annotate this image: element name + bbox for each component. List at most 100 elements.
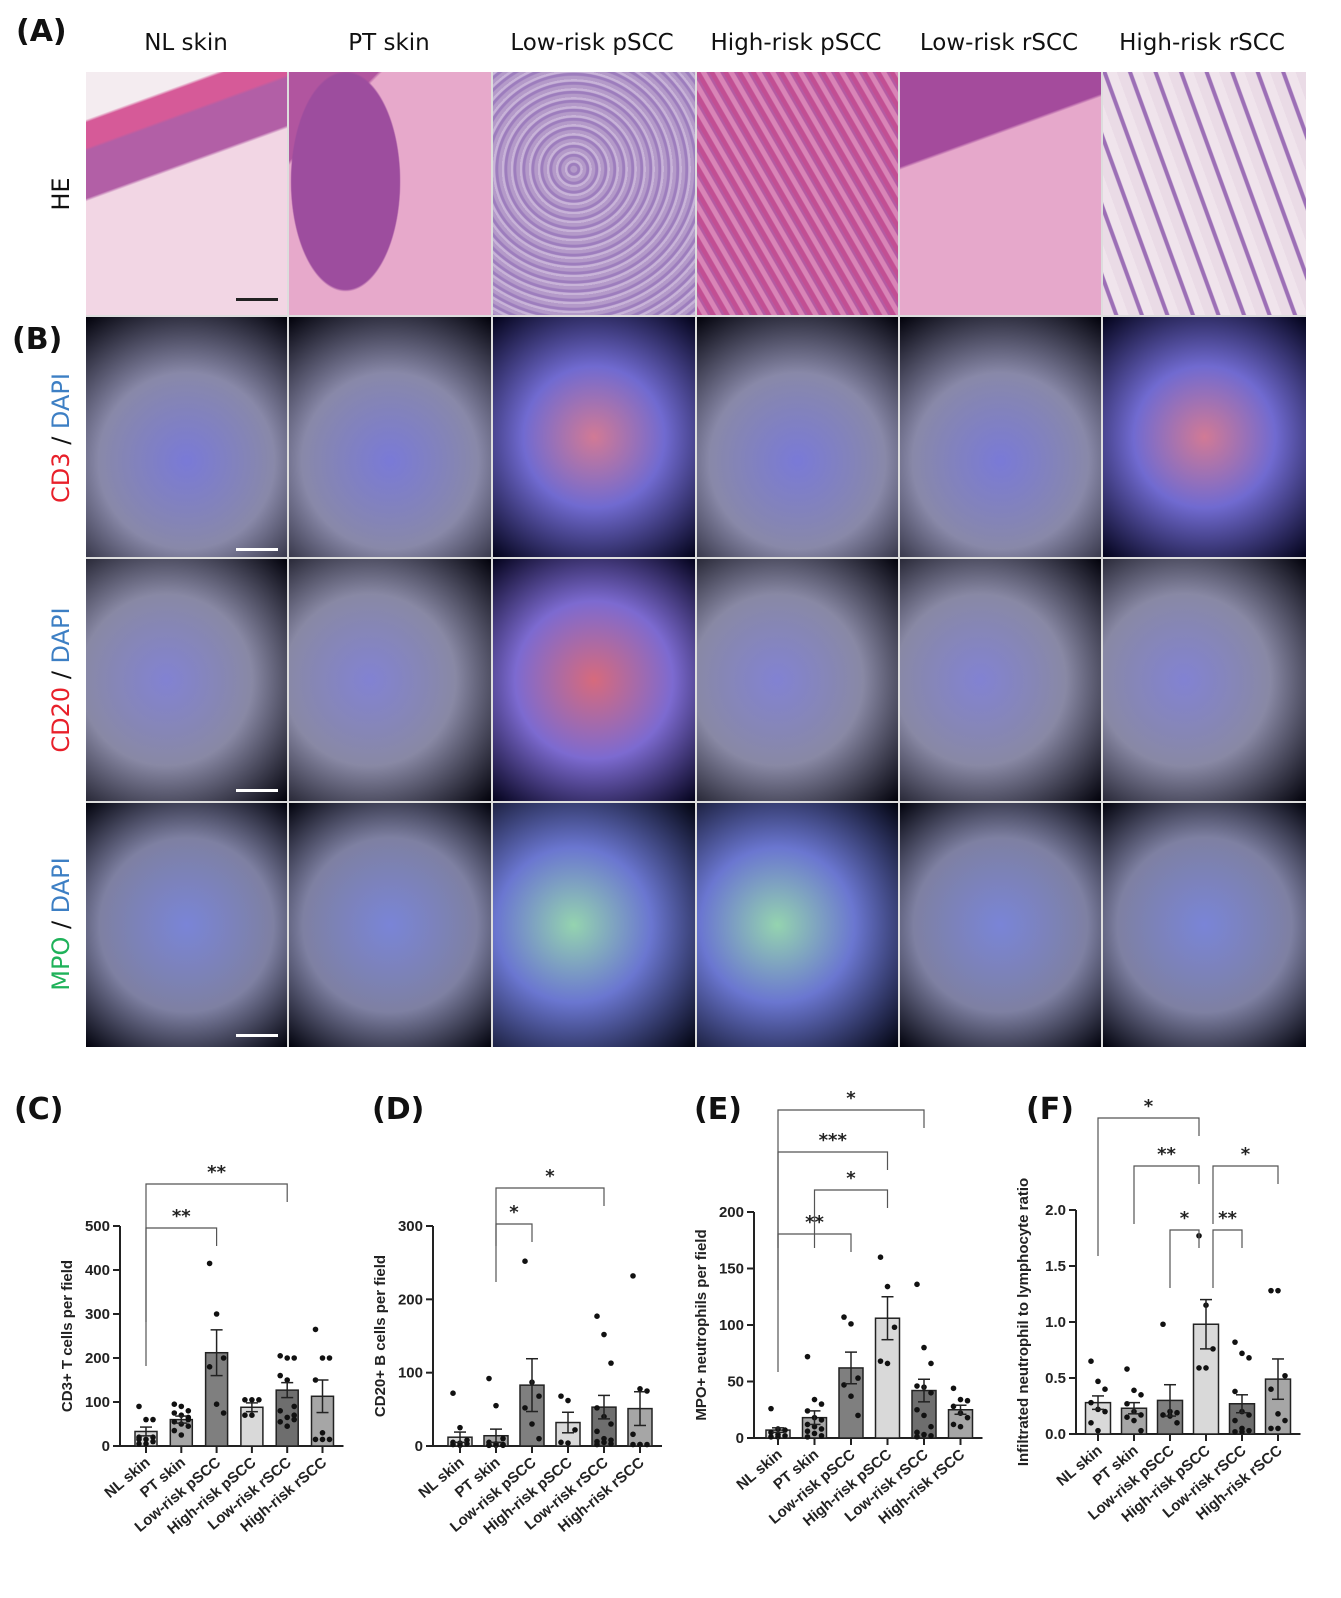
y-tick-label: 100 [85,1394,110,1411]
y-tick-label: 200 [85,1350,110,1367]
significance-bracket [777,1109,925,1248]
separator: / [47,663,75,687]
data-point [950,1421,957,1428]
y-tick-label: 150 [719,1261,744,1278]
significance-bracket [1097,1117,1200,1256]
data-point [775,1434,781,1440]
data-point [171,1427,178,1434]
data-point [291,1416,298,1423]
chart-neutrophil-lymphocyte-ratio: 0.0 0.5 1.0 1.5 2.0 Infiltrated neutrophil to… [980,1096,1341,1593]
data-point [914,1383,920,1389]
data-point [136,1436,142,1443]
data-point [804,1421,811,1428]
data-point [1160,1321,1166,1328]
data-point [500,1435,506,1442]
data-point [608,1360,614,1366]
data-point [493,1402,499,1409]
panel-label-d: (D) [372,1092,425,1127]
data-point [150,1438,156,1445]
data-point [522,1258,528,1264]
marker-cd3: CD3 [47,452,75,503]
chart-cd20-b-cells: 0 100 200 300 CD20+ B cells per field NL skin… [340,1150,670,1593]
data-point [921,1412,927,1419]
significance-bracket [145,1183,288,1322]
y-tick-label: 50 [727,1374,744,1391]
mpo-image-nl-skin [86,803,287,1047]
y-axis-label: Infiltrated neutrophil to lymphocyte rat… [1015,1178,1032,1466]
significance-bracket [495,1223,533,1282]
y-tick-label: 100 [398,1365,423,1382]
data-point [1232,1339,1238,1345]
y-tick-label: 0 [415,1438,423,1455]
data-point [136,1441,142,1447]
data-point [143,1436,149,1443]
data-point [1275,1425,1281,1432]
data-point [928,1423,934,1430]
cd20-image-nl-skin [86,559,287,801]
data-point [1275,1287,1281,1294]
data-point [565,1397,571,1404]
cd20-image-high-risk-rscc [1103,559,1306,801]
data-point [811,1396,818,1403]
separator: / [47,913,75,937]
y-tick-label: 1.5 [1045,1258,1066,1275]
data-point [536,1435,542,1442]
y-tick-label: 500 [85,1218,110,1235]
he-image-low-risk-pscc [493,72,695,315]
mpo-image-low-risk-rscc [900,803,1101,1047]
data-point [529,1421,535,1427]
data-point [185,1416,192,1423]
mpo-image-pt-skin [289,803,491,1047]
column-header-low-risk-rscc: Low-risk rSCC [919,30,1079,56]
data-point [220,1355,227,1361]
he-image-high-risk-rscc [1103,72,1306,315]
data-point [811,1430,818,1437]
data-point [185,1408,192,1414]
data-point [1102,1386,1108,1392]
y-tick-label: 2.0 [1045,1202,1066,1219]
data-point [630,1431,636,1438]
data-point [818,1432,825,1439]
significance-label: *** [819,1130,848,1151]
data-point [877,1254,884,1260]
row-label-he: HE [47,177,75,211]
data-point [848,1321,854,1327]
counterstain-dapi: DAPI [47,607,75,664]
data-point [249,1397,255,1403]
data-point [914,1434,920,1440]
significance-bracket [145,1227,218,1366]
data-point [178,1432,185,1438]
data-point [928,1432,934,1439]
data-point [601,1439,607,1446]
data-point [1232,1417,1238,1424]
column-header-pt-skin: PT skin [348,30,430,56]
data-point [768,1429,774,1436]
data-point [1174,1420,1180,1426]
data-point [1138,1412,1144,1418]
data-point [914,1406,920,1413]
data-point [804,1434,811,1440]
data-point [1282,1417,1288,1424]
marker-mpo: MPO [47,936,75,991]
row-label-mpo-dapi: MPO / DAPI [47,804,75,1044]
data-point [841,1382,847,1388]
data-point [284,1377,291,1383]
data-point [964,1397,971,1404]
separator: / [47,429,75,453]
data-point [486,1375,492,1382]
data-point [884,1360,891,1367]
data-point [277,1353,284,1359]
row-label-cd3-dapi: CD3 / DAPI [47,318,75,558]
data-point [522,1405,528,1411]
data-point [1124,1414,1130,1420]
y-tick-label: 0 [736,1430,744,1447]
data-point [277,1419,284,1425]
significance-bracket [495,1187,605,1246]
data-point [601,1331,607,1338]
data-point [811,1423,818,1430]
data-point [1095,1427,1101,1434]
significance-label: ** [172,1206,191,1227]
data-point [1232,1428,1238,1435]
chart-cd3-t-cells: 0 100 200 300 400 500 CD3+ T cells per field NL… [0,1150,344,1593]
y-tick-label: 300 [398,1218,423,1235]
